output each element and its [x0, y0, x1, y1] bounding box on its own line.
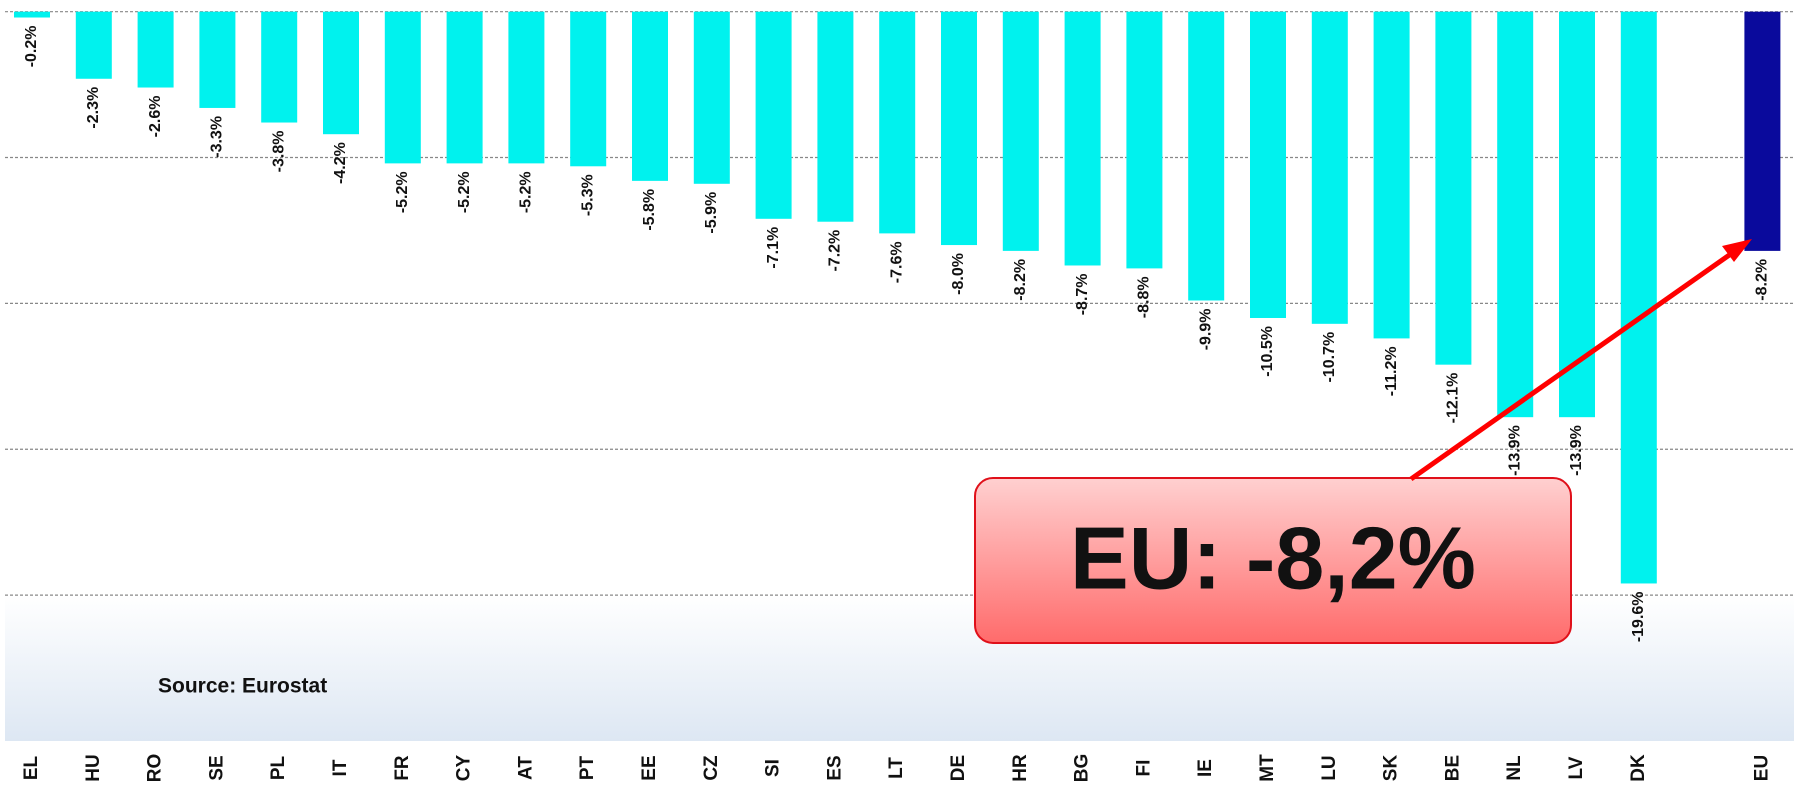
x-tick-label: RO	[145, 754, 166, 783]
bar	[1620, 11, 1657, 584]
x-tick-label: EL	[21, 755, 42, 780]
data-label: -2.3%	[85, 87, 102, 129]
bar	[323, 11, 359, 135]
data-label: -10.7%	[1321, 332, 1338, 383]
data-label: -8.2%	[1012, 259, 1029, 301]
bar	[632, 11, 668, 181]
bar	[1497, 11, 1534, 418]
data-label: -2.6%	[147, 96, 164, 138]
x-tick-label: DE	[948, 755, 969, 781]
data-label: -10.5%	[1259, 326, 1276, 377]
bar	[261, 11, 298, 123]
bar	[1373, 11, 1410, 339]
bar	[1002, 11, 1039, 251]
data-label: -5.3%	[579, 174, 596, 216]
data-label: -0.2%	[23, 26, 40, 68]
annotation-box	[974, 477, 1572, 644]
bar	[14, 11, 50, 18]
data-label: -8.0%	[950, 253, 967, 295]
bar	[1311, 11, 1348, 324]
data-label: -19.6%	[1630, 591, 1647, 642]
bar	[199, 11, 236, 108]
x-tick-label: CY	[454, 754, 475, 781]
data-label: -5.8%	[641, 189, 658, 231]
x-tick-label: PL	[268, 755, 289, 780]
x-tick-label: HU	[83, 754, 104, 781]
bar	[137, 11, 174, 88]
x-tick-label: LT	[886, 757, 907, 779]
x-tick-label: MT	[1257, 754, 1278, 782]
x-tick-label: LU	[1319, 755, 1340, 780]
data-label: -8.2%	[1754, 259, 1771, 301]
x-tick-label: CZ	[701, 755, 722, 781]
bar	[1250, 11, 1286, 318]
data-label: -3.8%	[270, 131, 287, 173]
data-label: -13.9%	[1568, 425, 1585, 476]
bar	[693, 11, 730, 184]
data-label: -5.2%	[456, 171, 473, 213]
bar	[1064, 11, 1101, 266]
x-tick-label: NL	[1504, 755, 1525, 781]
bar	[384, 11, 421, 164]
arrow-head	[1722, 239, 1752, 262]
x-tick-label: BE	[1442, 755, 1463, 781]
data-label: -5.2%	[394, 171, 411, 213]
x-tick-label: PT	[577, 755, 598, 780]
x-tick-label: AT	[515, 756, 536, 780]
x-tick-label: LV	[1566, 756, 1587, 779]
bar	[755, 11, 792, 219]
data-label: -7.6%	[888, 241, 905, 283]
data-label: -5.2%	[518, 171, 535, 213]
x-tick-label: FI	[1133, 760, 1154, 777]
bar	[1126, 11, 1163, 269]
x-tick-label: EE	[639, 755, 660, 780]
x-tick-label: HR	[1010, 754, 1031, 782]
bar	[1744, 11, 1781, 251]
bar	[1435, 11, 1472, 365]
x-tick-label: SI	[763, 759, 784, 777]
x-tick-label: ES	[824, 755, 845, 780]
x-tick-label: EU	[1751, 755, 1772, 781]
data-label: -3.3%	[209, 116, 226, 158]
source-note: Source: Eurostat	[158, 675, 327, 698]
arrow-line	[1409, 248, 1737, 482]
x-tick-label: SE	[206, 755, 227, 780]
x-tick-label: FR	[392, 755, 413, 781]
bar	[508, 11, 545, 164]
x-tick-label: DK	[1628, 754, 1649, 782]
data-label: -7.1%	[765, 227, 782, 269]
x-tick-label: BG	[1072, 754, 1093, 783]
data-label: -11.2%	[1383, 346, 1400, 396]
data-label: -5.9%	[703, 192, 720, 234]
data-label: -8.7%	[1074, 273, 1091, 315]
bar	[879, 11, 916, 234]
bar	[446, 11, 483, 164]
x-tick-label: IT	[330, 759, 351, 776]
bar	[1188, 11, 1225, 301]
x-tick-label: IE	[1195, 759, 1216, 777]
bar	[75, 11, 112, 79]
data-label: -13.9%	[1506, 425, 1523, 476]
x-tick-label: SK	[1381, 755, 1402, 782]
annotation-text: EU: -8,2%	[1070, 508, 1476, 607]
bar	[1559, 11, 1595, 418]
bar	[817, 11, 854, 222]
data-label: -12.1%	[1445, 373, 1462, 424]
data-label: -4.2%	[332, 142, 349, 184]
bar	[570, 11, 607, 167]
data-label: -7.2%	[827, 230, 844, 272]
data-label: -8.8%	[1136, 276, 1153, 318]
bar	[941, 11, 977, 246]
data-label: -9.9%	[1197, 308, 1214, 350]
